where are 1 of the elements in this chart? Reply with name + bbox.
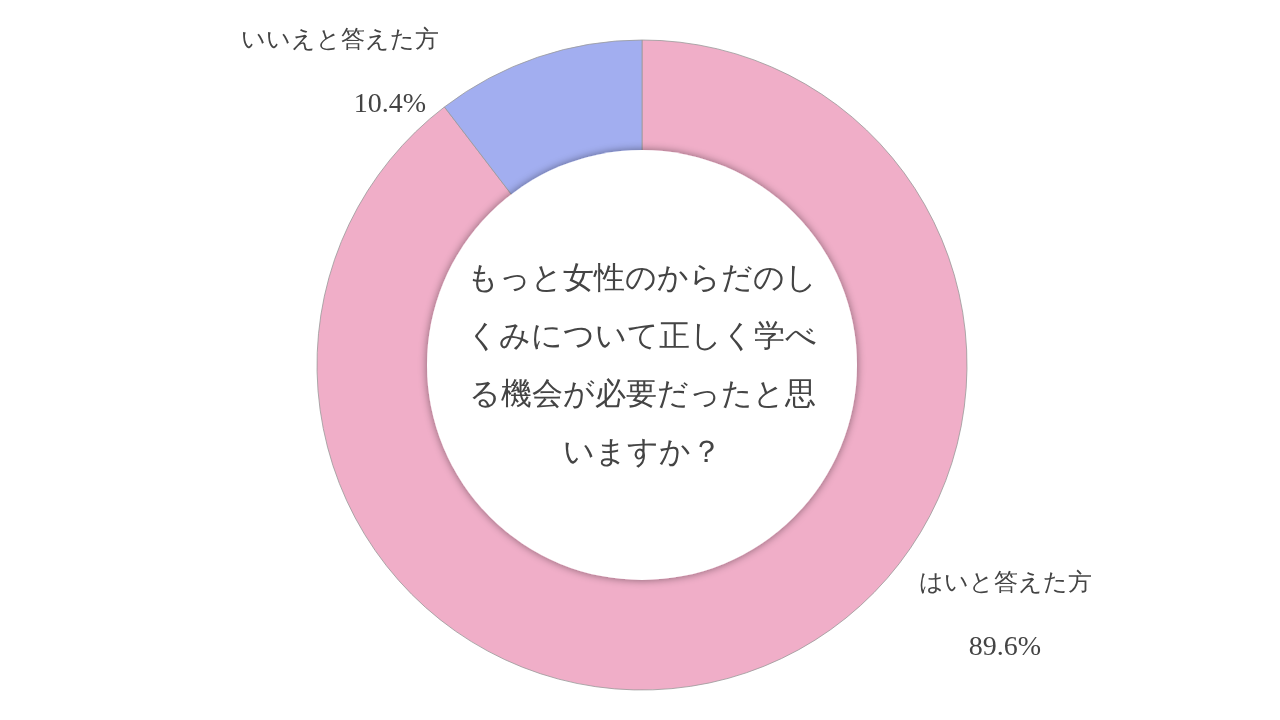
- title: もっと女性のからだのしくみについて正しく学べる機会が必要だったと思いますか？: [466, 259, 818, 471]
